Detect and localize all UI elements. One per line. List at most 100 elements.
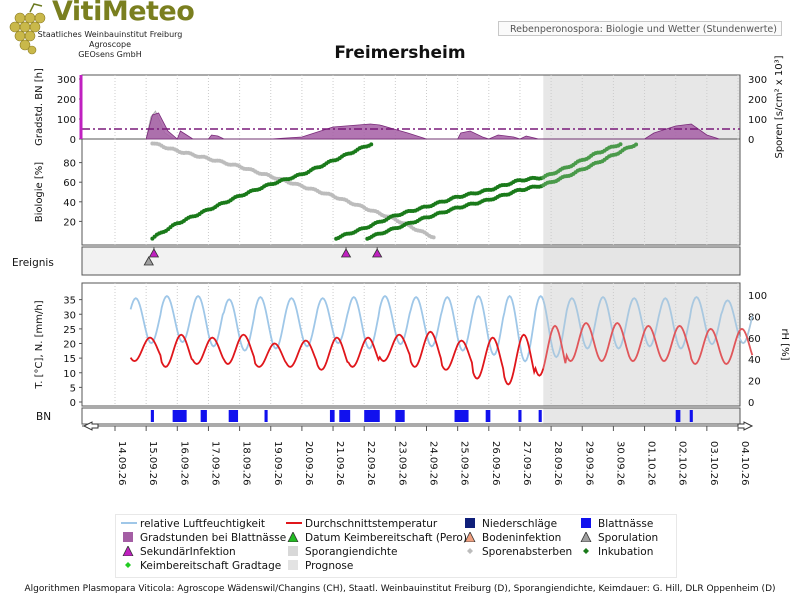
y-tick-label: 60	[63, 178, 76, 189]
x-tick-label: 14.09.26	[116, 441, 127, 486]
temperature-forecast-line	[542, 321, 754, 369]
grape-logo-icon	[9, 3, 46, 55]
x-tick-label: 19.09.26	[272, 441, 283, 486]
leaf-wetness-bar	[538, 410, 542, 422]
forecast-shade	[543, 247, 740, 275]
sporulation-marker	[143, 256, 154, 266]
legend-item: SekundärInfektion	[120, 545, 236, 559]
y-tick-label: 30	[63, 310, 76, 321]
leaf-wetness-bar	[675, 410, 681, 422]
legend-item: Sporenabsterben	[462, 546, 572, 559]
leaf-wetness-bar	[329, 410, 335, 422]
events-label: Ereignis	[12, 257, 54, 269]
x-tick-label: 15.09.26	[147, 441, 158, 486]
y-tick-label: 20	[63, 217, 76, 228]
x-tick-label: 02.10.26	[677, 441, 688, 486]
legend-square-icon	[288, 560, 298, 570]
legend-item: Sporangiendichte	[285, 546, 397, 559]
y-tick-label: 25	[63, 325, 76, 336]
legend-square-icon	[288, 546, 298, 556]
y-tick-label: 20	[63, 340, 76, 351]
y-tick-label: 0	[70, 135, 76, 146]
forecast-shade	[543, 283, 740, 406]
y-tick-label-right: 300	[748, 75, 767, 86]
legend-triangle-icon	[122, 545, 134, 557]
leaf-wetness-bar	[339, 410, 351, 422]
x-tick-label: 26.09.26	[490, 441, 501, 486]
chart-title: Freimersheim	[334, 43, 466, 63]
x-tick-label: 24.09.26	[428, 441, 439, 486]
x-tick-label: 27.09.26	[521, 441, 532, 486]
legend-label: Datum Keimbereitschaft (Pero)	[305, 532, 467, 544]
x-tick-label: 01.10.26	[646, 441, 657, 486]
x-tick-label: 23.09.26	[396, 441, 407, 486]
legend-item: Keimbereitschaft Gradtage	[120, 560, 281, 573]
y-tick-label-right: 60	[748, 334, 761, 345]
legend-item: Datum Keimbereitschaft (Pero)	[285, 531, 467, 545]
y-tick-label-right: 0	[748, 135, 754, 146]
legend-item: relative Luftfeuchtigkeit	[120, 518, 265, 531]
legend-label: SekundärInfektion	[140, 546, 236, 558]
y-tick-label-right: 100	[748, 291, 767, 302]
legend-label: Sporenabsterben	[482, 546, 573, 558]
legend-item: Sporulation	[578, 531, 659, 545]
secondary-infection-marker	[148, 248, 160, 258]
legend-item: Niederschläge	[462, 518, 557, 531]
y-axis-label-right: Sporen [s/cm² x 10³]	[774, 55, 785, 158]
legend-line-icon	[121, 522, 137, 524]
leaf-wetness-bar	[264, 410, 268, 422]
leaf-wetness-bar	[228, 410, 239, 422]
logo-line-3: GEOsens GmbH	[78, 50, 142, 59]
leaf-wetness-bar	[395, 410, 405, 422]
vitimeteo-logo	[2, 2, 52, 62]
y-axis-label: Biologie [%]	[34, 162, 45, 223]
y-tick-label-right: 40	[748, 355, 761, 366]
leaf-wetness-bar	[454, 410, 469, 422]
y-tick-label: 35	[63, 296, 76, 307]
scroll-left-icon	[82, 421, 99, 431]
degree-hours-area	[145, 112, 720, 140]
y-tick-label: 100	[57, 115, 76, 126]
legend-square-icon	[581, 518, 591, 528]
secondary-infection-marker	[371, 248, 383, 258]
y-axis-label: T. [°C], N. [mm/h]	[34, 300, 45, 389]
y-axis-label: Gradstd. BN [h]	[34, 68, 45, 146]
x-tick-label: 30.09.26	[614, 441, 625, 486]
legend-triangle-icon	[580, 531, 592, 543]
legend-line-icon	[286, 522, 302, 524]
legend-label: Sporulation	[598, 532, 659, 544]
legend-label: Durchschnittstemperatur	[305, 518, 438, 530]
leaf-wetness-bar	[200, 410, 207, 422]
y-tick-label-right: 200	[748, 95, 767, 106]
legend-dot-icon	[583, 548, 589, 554]
forecast-shade	[543, 408, 740, 424]
legend-label: Bodeninfektion	[482, 532, 562, 544]
legend-label: Prognose	[305, 560, 354, 572]
legend-label: Gradstunden bei Blattnässe	[140, 532, 287, 544]
legend-label: relative Luftfeuchtigkeit	[140, 518, 266, 530]
x-tick-label: 18.09.26	[241, 441, 252, 486]
y-tick-label: 15	[63, 354, 76, 365]
legend-triangle-icon	[464, 531, 476, 543]
legend-dot-icon	[467, 548, 473, 554]
x-tick-label: 28.09.26	[552, 441, 563, 486]
y-tick-label: 300	[57, 75, 76, 86]
y-tick-label: 40	[63, 198, 76, 209]
temperature-line	[129, 330, 545, 386]
incubation-forecast-point	[618, 142, 623, 147]
legend-item: Blattnässe	[578, 518, 653, 531]
legend-label: Inkubation	[598, 546, 654, 558]
x-tick-label: 17.09.26	[209, 441, 220, 486]
x-tick-label: 29.09.26	[583, 441, 594, 486]
leaf-wetness-bar	[150, 410, 154, 422]
y-tick-label-right: 0	[748, 398, 754, 409]
y-tick-label-right: 20	[748, 377, 761, 388]
logo-title: VitiMeteo	[52, 0, 195, 27]
legend-item: Durchschnittstemperatur	[285, 518, 437, 531]
legend-dot-icon	[125, 562, 131, 568]
y-tick-label: 10	[63, 369, 76, 380]
humidity-forecast-line	[542, 296, 754, 359]
x-tick-label: 25.09.26	[459, 441, 470, 486]
spore-death-point	[431, 235, 436, 240]
